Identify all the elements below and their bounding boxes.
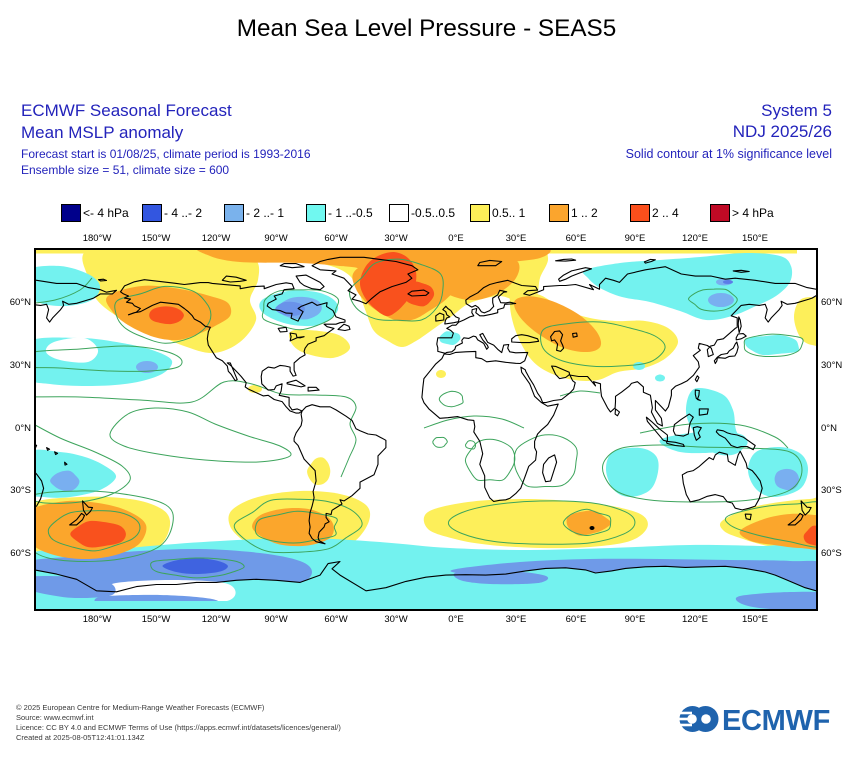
svg-text:ECMWF: ECMWF bbox=[722, 705, 830, 737]
